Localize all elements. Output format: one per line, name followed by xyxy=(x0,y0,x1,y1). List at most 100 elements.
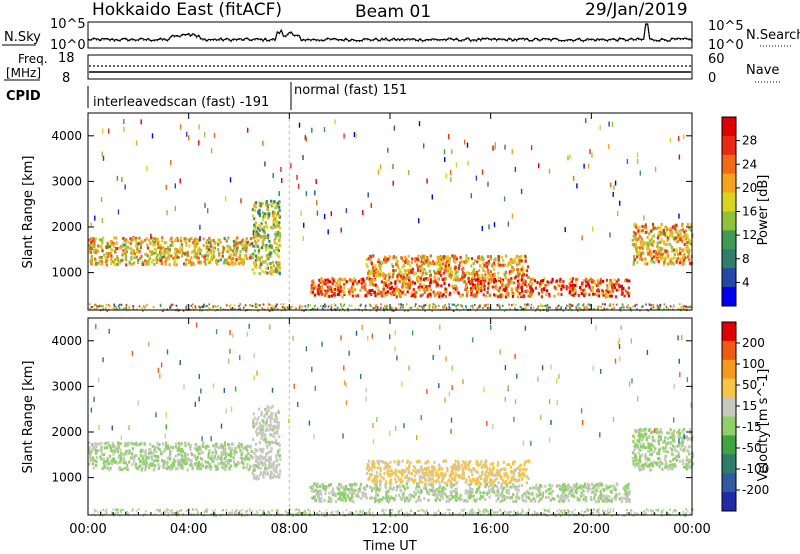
power-colorbar-segment xyxy=(722,211,736,231)
power-data-cell xyxy=(261,240,264,244)
power-data-cell xyxy=(632,305,634,308)
power-data-cell xyxy=(402,275,405,279)
power-data-cell xyxy=(268,203,271,207)
power-data-cell xyxy=(445,308,448,311)
power-data-cell xyxy=(500,284,503,288)
power-data-cell xyxy=(287,307,289,310)
power-data-cell xyxy=(481,257,485,260)
velocity-data-cell xyxy=(106,457,109,461)
velocity-data-cell xyxy=(460,463,463,467)
velocity-data-cell xyxy=(513,500,516,504)
velocity-data-cell xyxy=(377,462,380,466)
power-data-cell xyxy=(546,308,548,311)
power-data-cell xyxy=(186,131,188,137)
velocity-data-cell xyxy=(350,483,353,487)
power-data-cell xyxy=(671,261,674,264)
velocity-data-cell xyxy=(450,476,453,480)
velocity-data-cell xyxy=(123,461,126,465)
velocity-data-cell xyxy=(227,443,230,446)
power-data-cell xyxy=(589,277,592,281)
power-data-cell xyxy=(472,262,475,266)
power-data-cell xyxy=(417,275,420,279)
power-data-cell xyxy=(410,270,413,274)
velocity-data-cell xyxy=(260,471,263,475)
velocity-data-cell xyxy=(471,491,474,494)
power-data-cell xyxy=(171,303,174,306)
velocity-data-cell xyxy=(388,496,392,500)
power-data-cell xyxy=(311,290,314,294)
velocity-data-cell xyxy=(465,499,468,503)
power-data-cell xyxy=(270,199,273,203)
power-data-cell xyxy=(449,291,452,295)
power-data-cell xyxy=(348,278,352,282)
power-data-cell xyxy=(131,251,134,255)
velocity-data-cell xyxy=(132,457,135,461)
power-data-cell xyxy=(392,180,394,186)
power-data-cell xyxy=(686,250,689,254)
power-colorbar-segment xyxy=(722,287,736,307)
power-data-cell xyxy=(274,225,277,229)
power-data-cell xyxy=(436,255,439,259)
velocity-data-cell xyxy=(501,499,504,503)
power-data-cell xyxy=(369,289,372,293)
power-data-cell xyxy=(469,280,472,284)
velocity-data-cell xyxy=(319,492,322,496)
velocity-data-cell xyxy=(144,449,147,453)
power-data-cell xyxy=(502,259,505,263)
power-data-cell xyxy=(382,287,385,291)
velocity-data-cell xyxy=(142,448,145,452)
power-data-cell xyxy=(477,305,480,308)
velocity-data-cell xyxy=(267,415,270,419)
velocity-data-cell xyxy=(274,475,277,479)
velocity-data-cell xyxy=(445,482,448,485)
velocity-data-cell xyxy=(574,490,577,493)
cpid-mode-1: interleavedscan (fast) -191 xyxy=(93,95,269,110)
velocity-data-cell xyxy=(314,483,317,487)
power-data-cell xyxy=(343,309,346,312)
power-data-cell xyxy=(145,305,147,308)
power-data-cell xyxy=(108,128,110,134)
power-data-cell xyxy=(648,303,651,306)
velocity-data-cell xyxy=(444,459,447,463)
velocity-data-cell xyxy=(435,488,438,492)
velocity-data-cell xyxy=(331,490,334,494)
velocity-data-cell xyxy=(272,425,275,428)
velocity-data-cell xyxy=(153,454,156,458)
power-data-cell xyxy=(105,309,108,312)
velocity-data-cell xyxy=(230,446,233,450)
velocity-data-cell xyxy=(522,499,525,502)
power-data-cell xyxy=(530,306,532,309)
velocity-data-cell xyxy=(265,440,268,444)
power-data-cell xyxy=(425,303,427,306)
power-data-cell xyxy=(276,222,279,225)
power-data-cell xyxy=(629,308,632,310)
power-data-cell xyxy=(562,309,565,312)
power-data-cell xyxy=(243,254,247,257)
power-data-cell xyxy=(267,307,269,310)
power-data-cell xyxy=(370,304,372,307)
velocity-data-cell xyxy=(149,462,152,466)
power-data-cell xyxy=(396,260,399,263)
velocity-data-cell xyxy=(232,456,235,460)
power-data-cell xyxy=(568,303,571,306)
velocity-data-cell xyxy=(170,464,173,468)
velocity-data-cell xyxy=(124,452,127,456)
power-data-cell xyxy=(394,282,397,286)
power-data-cell xyxy=(420,274,424,278)
velocity-data-cell xyxy=(374,489,377,493)
velocity-data-cell xyxy=(517,478,520,482)
power-data-cell xyxy=(443,149,446,155)
power-data-cell xyxy=(175,304,178,307)
power-data-cell xyxy=(531,289,535,293)
velocity-data-cell xyxy=(261,473,265,477)
power-data-cell xyxy=(641,246,644,250)
power-data-cell xyxy=(670,257,673,261)
velocity-data-cell xyxy=(413,495,416,499)
power-data-cell xyxy=(367,274,370,278)
velocity-data-cell xyxy=(422,486,426,490)
velocity-data-cell xyxy=(140,459,143,463)
power-data-cell xyxy=(455,162,458,168)
power-data-cell xyxy=(224,258,227,262)
power-data-cell xyxy=(576,304,579,307)
power-data-cell xyxy=(221,254,224,258)
